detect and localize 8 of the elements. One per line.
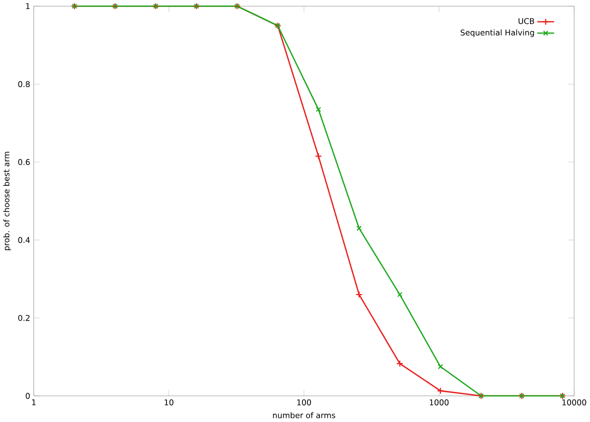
point: [397, 292, 402, 298]
point: [356, 291, 363, 298]
point: [438, 364, 444, 370]
point: [436, 388, 444, 395]
point: [314, 152, 322, 160]
point: [396, 360, 404, 368]
point: [316, 107, 322, 112]
point: [356, 226, 362, 232]
